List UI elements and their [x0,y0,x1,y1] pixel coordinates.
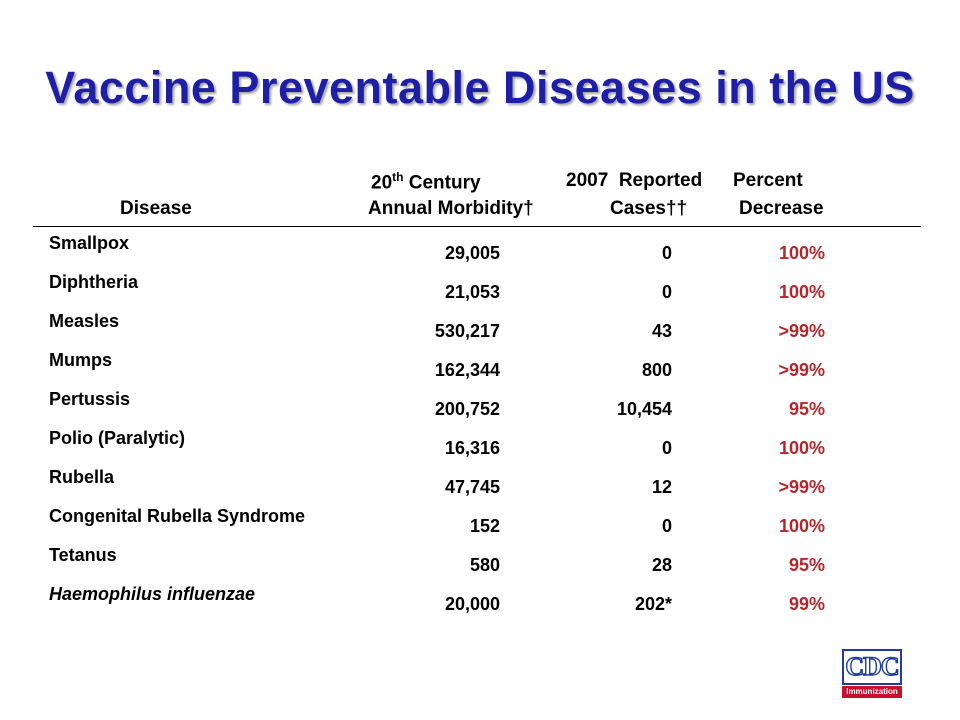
row-disease: Congenital Rubella Syndrome [49,506,306,526]
row-decrease: 95% [788,555,825,575]
row-decrease: >99% [778,360,825,380]
row-decrease: 100% [778,516,825,536]
row-morbidity: 21,053 [444,282,500,302]
row-cases: 0 [661,282,672,302]
row-cases: 12 [651,477,672,497]
row-decrease: >99% [778,321,825,341]
row-morbidity: 29,005 [444,243,500,263]
row-morbidity: 16,316 [444,438,500,458]
row-decrease: 100% [778,438,825,458]
header-decrease-line1: Percent [733,170,803,191]
row-morbidity: 200,752 [434,399,500,419]
row-cases: 10,454 [616,399,672,419]
row-cases: 28 [651,555,672,575]
header-morbidity-sup: th [392,170,404,184]
row-morbidity: 47,745 [444,477,500,497]
row-disease: Polio (Paralytic) [49,428,186,448]
row-disease: Haemophilus influenzae [49,584,256,604]
row-cases: 202* [634,594,672,614]
row-morbidity: 530,217 [434,321,500,341]
row-disease: Mumps [49,350,112,370]
row-disease: Measles [49,311,120,331]
header-morbidity-line2: Annual Morbidity† [368,198,534,219]
row-cases: 0 [661,243,672,263]
row-decrease: 95% [788,399,825,419]
row-disease: Pertussis [49,389,131,409]
cdc-logo: CDC Immunization [842,649,902,698]
cdc-logo-mark: CDC [842,649,902,685]
header-cases-line2: Cases†† [610,198,688,219]
row-disease: Smallpox [49,233,130,253]
row-disease: Tetanus [49,545,117,565]
row-decrease: 99% [788,594,825,614]
row-cases: 0 [661,516,672,536]
row-morbidity: 580 [469,555,500,575]
row-morbidity: 20,000 [444,594,500,614]
header-morbidity-20: 20 [371,172,393,194]
page-title: Vaccine Preventable Diseases in the US [45,62,915,113]
row-cases: 43 [651,321,672,341]
row-cases: 800 [641,360,672,380]
header-decrease-line2: Decrease [739,198,824,219]
cdc-logo-subtext: Immunization [842,686,902,698]
header-disease: Disease [120,198,192,219]
row-cases: 0 [661,438,672,458]
row-morbidity: 162,344 [434,360,500,380]
row-decrease: >99% [778,477,825,497]
header-cases-line1: 2007 Reported [566,170,703,191]
header-morbidity-line1: 20th Century [371,170,481,194]
row-decrease: 100% [778,282,825,302]
cdc-logo-text: CDC [845,651,901,681]
row-morbidity: 152 [469,516,500,536]
header-morbidity-century: Century [403,172,481,194]
row-decrease: 100% [778,243,825,263]
header-divider [33,226,921,227]
row-disease: Rubella [49,467,115,487]
row-disease: Diphtheria [49,272,139,292]
